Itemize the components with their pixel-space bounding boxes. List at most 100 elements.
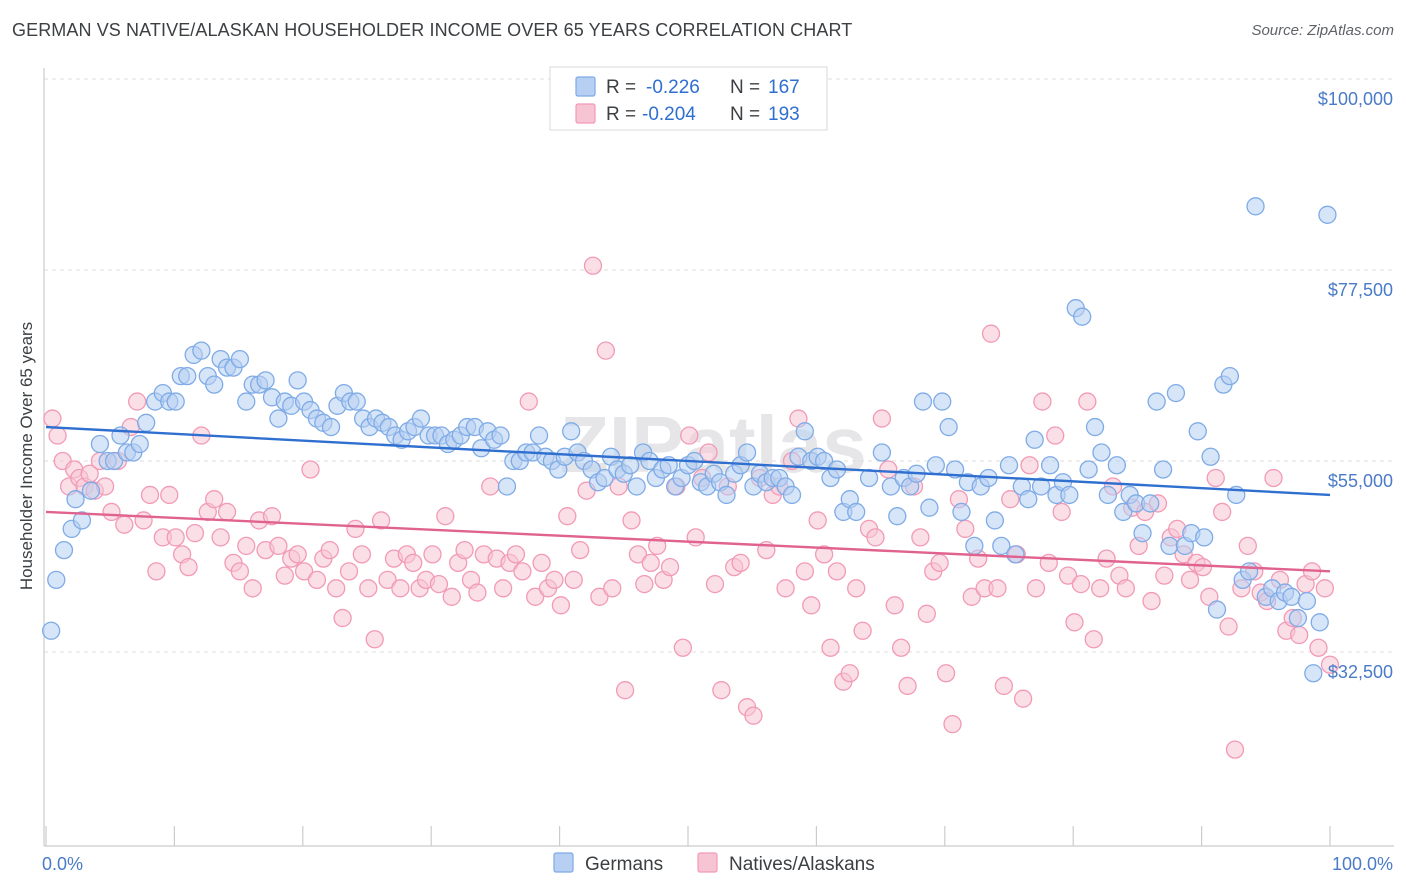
data-point (1078, 392, 1097, 411)
data-point (1141, 494, 1160, 513)
data-point (615, 681, 635, 700)
data-point (1060, 485, 1079, 505)
data-point (744, 706, 763, 725)
data-point (939, 417, 958, 437)
data-point (590, 587, 609, 606)
data-point (493, 579, 513, 598)
data-point (102, 502, 121, 522)
data-point (583, 256, 603, 275)
data-point (43, 409, 62, 428)
y-tick-label: $55,000 (1328, 471, 1393, 491)
data-point (1085, 417, 1105, 437)
legend-swatch-germans (575, 76, 596, 97)
data-point (1193, 557, 1213, 577)
data-point (346, 519, 365, 539)
data-point (1025, 430, 1044, 449)
bottom-legend-swatch-germans (553, 852, 574, 873)
data-point (648, 536, 667, 556)
x-tick-label-min: 0.0% (42, 854, 83, 874)
data-point (365, 630, 384, 649)
data-point (1142, 591, 1161, 611)
data-point (872, 443, 892, 462)
data-point (230, 349, 250, 369)
data-point (680, 426, 699, 445)
data-point (90, 434, 110, 454)
data-point (635, 574, 654, 594)
legend-box (549, 66, 828, 131)
legend-n-label-germans: N = (730, 77, 760, 98)
data-point (885, 596, 904, 615)
data-point (1246, 197, 1265, 216)
data-point (1006, 545, 1025, 564)
data-point (1001, 490, 1020, 509)
data-point (81, 481, 101, 500)
legend-r-label-germans: R = (606, 77, 636, 98)
data-point (262, 507, 282, 526)
data-point (288, 545, 307, 564)
legend-n-label-natives: N = (730, 104, 760, 125)
data-point (166, 392, 185, 411)
data-point (808, 511, 827, 530)
data-point (1098, 485, 1118, 505)
germans-points (41, 197, 1337, 683)
data-point (192, 341, 211, 360)
data-point (622, 511, 641, 530)
data-point (513, 562, 532, 581)
data-point (256, 371, 275, 390)
data-point (994, 676, 1014, 696)
data-point (1097, 549, 1116, 568)
y-tick-label: $77,500 (1328, 280, 1393, 300)
data-point (795, 422, 814, 441)
data-point (178, 366, 197, 386)
data-point (269, 409, 288, 428)
data-point (140, 485, 160, 505)
data-point (294, 562, 314, 581)
data-point (981, 324, 1001, 343)
data-point (217, 502, 237, 522)
data-point (1239, 562, 1259, 581)
legend-r-value-natives: -0.204 (642, 104, 696, 125)
data-point (205, 490, 224, 509)
data-point (814, 451, 834, 471)
data-point (269, 536, 288, 556)
data-point (913, 392, 933, 411)
data-point (1195, 528, 1214, 547)
data-point (930, 553, 949, 573)
data-point (660, 557, 680, 577)
data-point (333, 608, 352, 628)
data-point (881, 477, 901, 496)
data-point (1225, 740, 1245, 759)
data-point (1318, 205, 1337, 224)
data-point (1114, 502, 1133, 522)
data-point (898, 676, 917, 696)
data-point (1219, 617, 1238, 636)
data-point (1309, 638, 1328, 657)
data-point (1238, 536, 1257, 556)
data-point (497, 477, 517, 496)
data-point (558, 507, 577, 526)
x-tick-label-max: 100.0% (1332, 854, 1393, 874)
data-point (1153, 460, 1173, 479)
data-point (130, 434, 149, 454)
data-point (237, 392, 256, 411)
data-point (48, 426, 67, 445)
data-point (1201, 447, 1220, 466)
data-point (1147, 392, 1166, 411)
data-point (411, 409, 431, 428)
data-point (115, 515, 134, 534)
chart-title: GERMAN VS NATIVE/ALASKAN HOUSEHOLDER INC… (12, 20, 853, 40)
data-point (1013, 689, 1033, 708)
data-point (128, 392, 147, 411)
data-point (472, 439, 491, 458)
data-point (468, 583, 487, 602)
data-point (134, 511, 153, 530)
data-point (320, 540, 339, 560)
data-point (66, 490, 85, 509)
data-point (529, 426, 549, 445)
data-point (795, 562, 814, 581)
data-point (526, 587, 545, 606)
data-point (455, 540, 474, 560)
data-point (327, 579, 346, 598)
data-point (1160, 536, 1179, 556)
data-point (1212, 502, 1232, 522)
